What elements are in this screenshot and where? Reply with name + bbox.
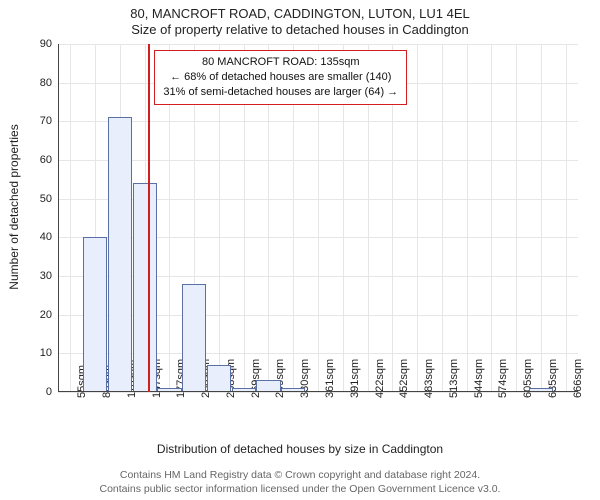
histogram-bar: [182, 284, 206, 392]
y-tick-label: 10: [40, 347, 58, 359]
grid-line-vertical: [417, 44, 418, 392]
x-tick-label: 574sqm: [497, 359, 509, 398]
source-line: Contains public sector information licen…: [0, 482, 600, 496]
x-tick-label: 483sqm: [423, 359, 435, 398]
x-tick-label: 605sqm: [522, 359, 534, 398]
grid-line-vertical: [442, 44, 443, 392]
source-line: Contains HM Land Registry data © Crown c…: [0, 468, 600, 482]
grid-line-vertical: [70, 44, 71, 392]
x-tick-label: 666sqm: [572, 359, 584, 398]
grid-line-vertical: [491, 44, 492, 392]
x-tick-label: 391sqm: [349, 359, 361, 398]
property-marker-line: [148, 44, 150, 392]
figure: 80, MANCROFT ROAD, CADDINGTON, LUTON, LU…: [0, 0, 600, 500]
grid-line-vertical: [467, 44, 468, 392]
y-axis-label: Number of detached properties: [7, 47, 21, 367]
x-axis-label: Distribution of detached houses by size …: [0, 442, 600, 456]
x-tick-label: 422sqm: [374, 359, 386, 398]
x-tick-label: 299sqm: [274, 359, 286, 398]
y-tick-label: 50: [40, 193, 58, 205]
y-axis-line: [58, 44, 59, 392]
x-tick-label: 513sqm: [448, 359, 460, 398]
callout-line: ← 68% of detached houses are smaller (14…: [163, 70, 398, 85]
property-callout: 80 MANCROFT ROAD: 135sqm← 68% of detache…: [154, 50, 407, 105]
chart-title-address: 80, MANCROFT ROAD, CADDINGTON, LUTON, LU…: [0, 6, 600, 21]
plot-area: 010203040506070809055sqm86sqm116sqm147sq…: [58, 44, 578, 392]
x-axis-line: [58, 391, 578, 392]
histogram-bar: [108, 117, 132, 392]
y-tick-label: 70: [40, 115, 58, 127]
x-tick-label: 361sqm: [324, 359, 336, 398]
grid-line-vertical: [516, 44, 517, 392]
grid-line-vertical: [541, 44, 542, 392]
x-tick-label: 452sqm: [398, 359, 410, 398]
source-credit: Contains HM Land Registry data © Crown c…: [0, 468, 600, 496]
x-tick-label: 269sqm: [250, 359, 262, 398]
y-tick-label: 80: [40, 77, 58, 89]
y-tick-label: 90: [40, 38, 58, 50]
histogram-bar: [133, 183, 157, 392]
y-tick-label: 20: [40, 309, 58, 321]
y-tick-label: 60: [40, 154, 58, 166]
x-tick-label: 330sqm: [299, 359, 311, 398]
chart-subtitle: Size of property relative to detached ho…: [0, 22, 600, 37]
x-tick-label: 544sqm: [473, 359, 485, 398]
y-tick-label: 30: [40, 270, 58, 282]
y-tick-label: 0: [46, 386, 58, 398]
x-tick-label: 635sqm: [547, 359, 559, 398]
grid-line-vertical: [566, 44, 567, 392]
histogram-bar: [207, 365, 231, 392]
histogram-bar: [83, 237, 107, 392]
y-tick-label: 40: [40, 231, 58, 243]
callout-line: 80 MANCROFT ROAD: 135sqm: [163, 55, 398, 70]
callout-line: 31% of semi-detached houses are larger (…: [163, 85, 398, 100]
